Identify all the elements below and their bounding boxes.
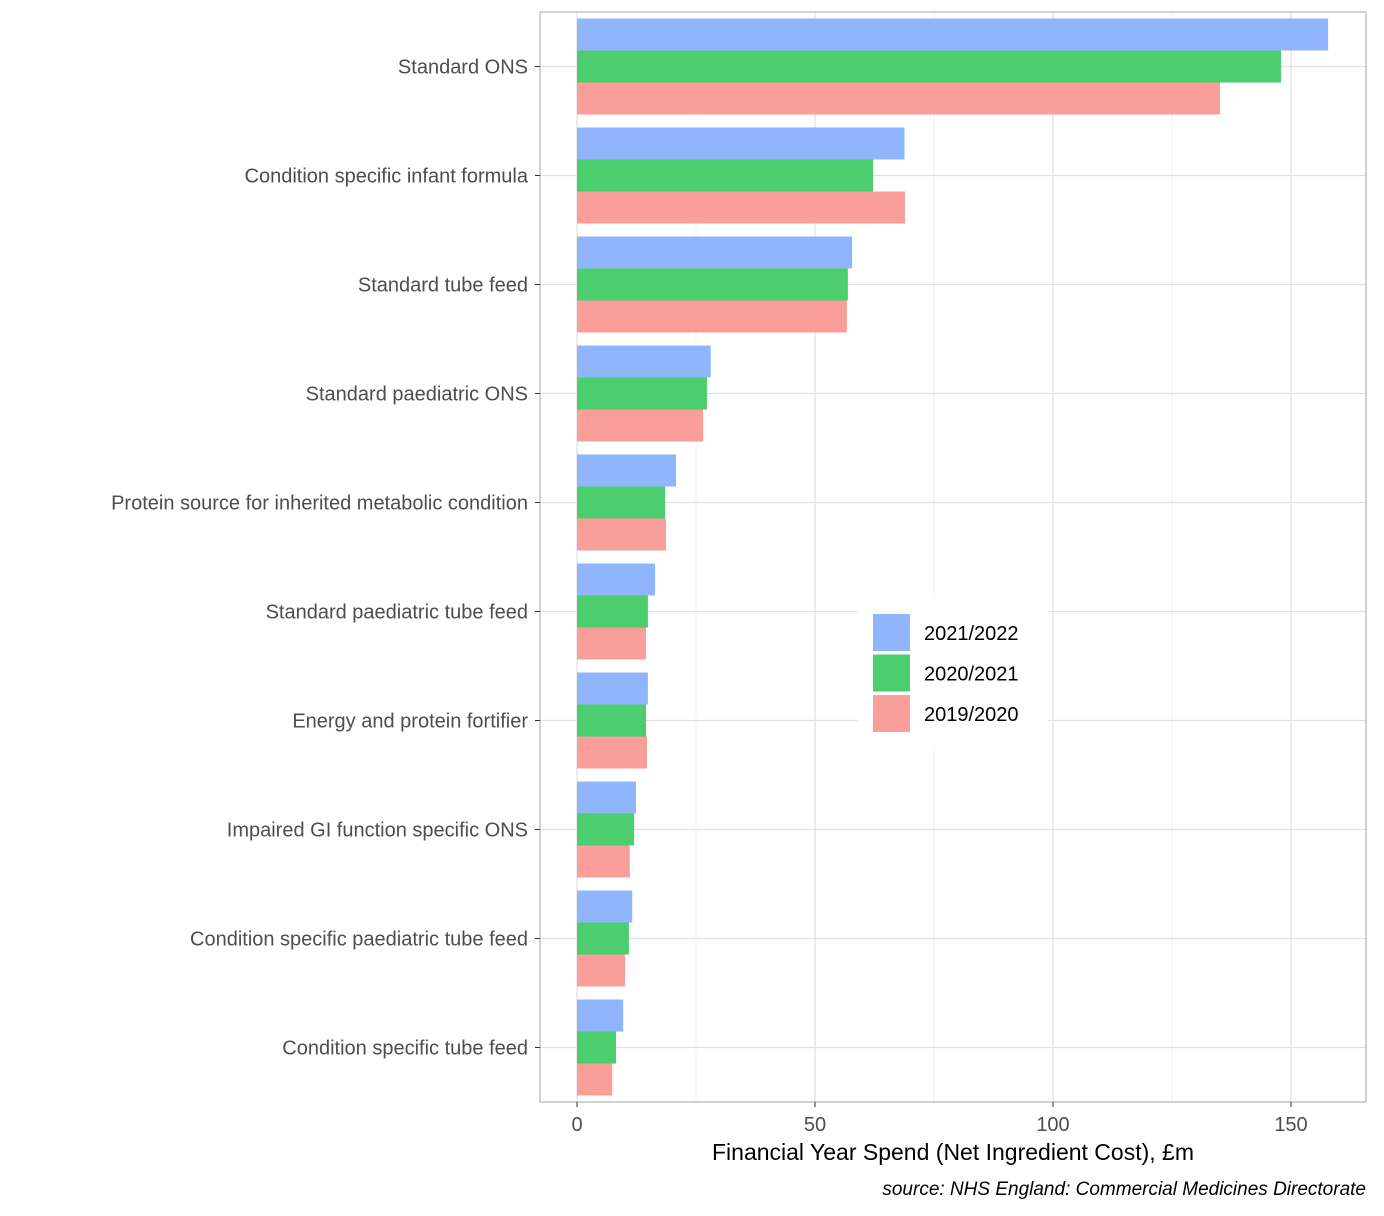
- x-axis-title: Financial Year Spend (Net Ingredient Cos…: [712, 1139, 1194, 1165]
- bar-2020-2021-2: [577, 268, 848, 301]
- bar-2021-2022-7: [577, 781, 637, 814]
- bar-2019-2020-1: [577, 191, 905, 224]
- category-label: Condition specific infant formula: [245, 166, 529, 188]
- legend: 2021/2022 2020/2021 2019/2020: [858, 598, 1048, 746]
- bar-2019-2020-2: [577, 300, 847, 333]
- bar-2019-2020-4: [577, 518, 667, 551]
- plot-panel-border: [539, 11, 1367, 1103]
- bar-2021-2022-0: [577, 18, 1329, 51]
- bar-2021-2022-1: [577, 127, 905, 160]
- legend-key-2020-2021: [873, 654, 910, 692]
- bar-2021-2022-2: [577, 236, 853, 269]
- bar-2019-2020-8: [577, 954, 626, 987]
- bar-2021-2022-6: [577, 672, 648, 705]
- bar-2021-2022-5: [577, 563, 656, 596]
- bar-2020-2021-3: [577, 377, 707, 410]
- category-label: Condition specific tube feed: [282, 1038, 528, 1060]
- bar-2020-2021-0: [577, 50, 1282, 83]
- category-label: Standard ONS: [398, 57, 528, 79]
- bar-2021-2022-3: [577, 345, 711, 378]
- x-tick-label: 100: [1036, 1114, 1069, 1136]
- bar-2021-2022-8: [577, 890, 633, 923]
- bar-2020-2021-6: [577, 704, 647, 737]
- category-label: Energy and protein fortifier: [292, 711, 528, 733]
- bar-2021-2022-9: [577, 999, 624, 1032]
- bar-2021-2022-4: [577, 454, 677, 487]
- bars: [577, 18, 1329, 1096]
- legend-label: 2020/2021: [924, 664, 1019, 686]
- bar-2020-2021-7: [577, 813, 635, 846]
- bar-2019-2020-9: [577, 1063, 613, 1096]
- bar-2020-2021-1: [577, 159, 874, 192]
- bar-2019-2020-0: [577, 82, 1221, 115]
- bar-2020-2021-9: [577, 1031, 617, 1064]
- x-tick-label: 50: [804, 1114, 826, 1136]
- category-labels: Standard ONS Condition specific infant fo…: [111, 57, 540, 1060]
- bar-2019-2020-3: [577, 409, 704, 442]
- legend-key-2021-2022: [873, 614, 910, 651]
- source-caption: source: NHS England: Commercial Medicine…: [882, 1179, 1366, 1200]
- x-tick-label: 0: [571, 1114, 582, 1136]
- legend-key-2019-2020: [873, 695, 910, 732]
- bar-2019-2020-7: [577, 845, 630, 878]
- bar-2020-2021-5: [577, 595, 648, 628]
- category-label: Protein source for inherited metabolic c…: [111, 493, 528, 515]
- bar-2019-2020-5: [577, 627, 647, 660]
- x-tick-label: 150: [1274, 1114, 1307, 1136]
- bar-2020-2021-4: [577, 486, 666, 519]
- bar-2019-2020-6: [577, 736, 647, 769]
- x-axis-ticks: 0 50 100 150: [571, 1102, 1308, 1136]
- category-label: Impaired GI function specific ONS: [227, 820, 528, 842]
- category-label: Standard paediatric tube feed: [266, 602, 528, 624]
- bar-2020-2021-8: [577, 922, 629, 955]
- legend-label: 2019/2020: [924, 704, 1019, 726]
- category-label: Condition specific paediatric tube feed: [190, 929, 528, 951]
- category-label: Standard tube feed: [358, 275, 528, 297]
- legend-label: 2021/2022: [924, 623, 1019, 645]
- category-label: Standard paediatric ONS: [306, 384, 528, 406]
